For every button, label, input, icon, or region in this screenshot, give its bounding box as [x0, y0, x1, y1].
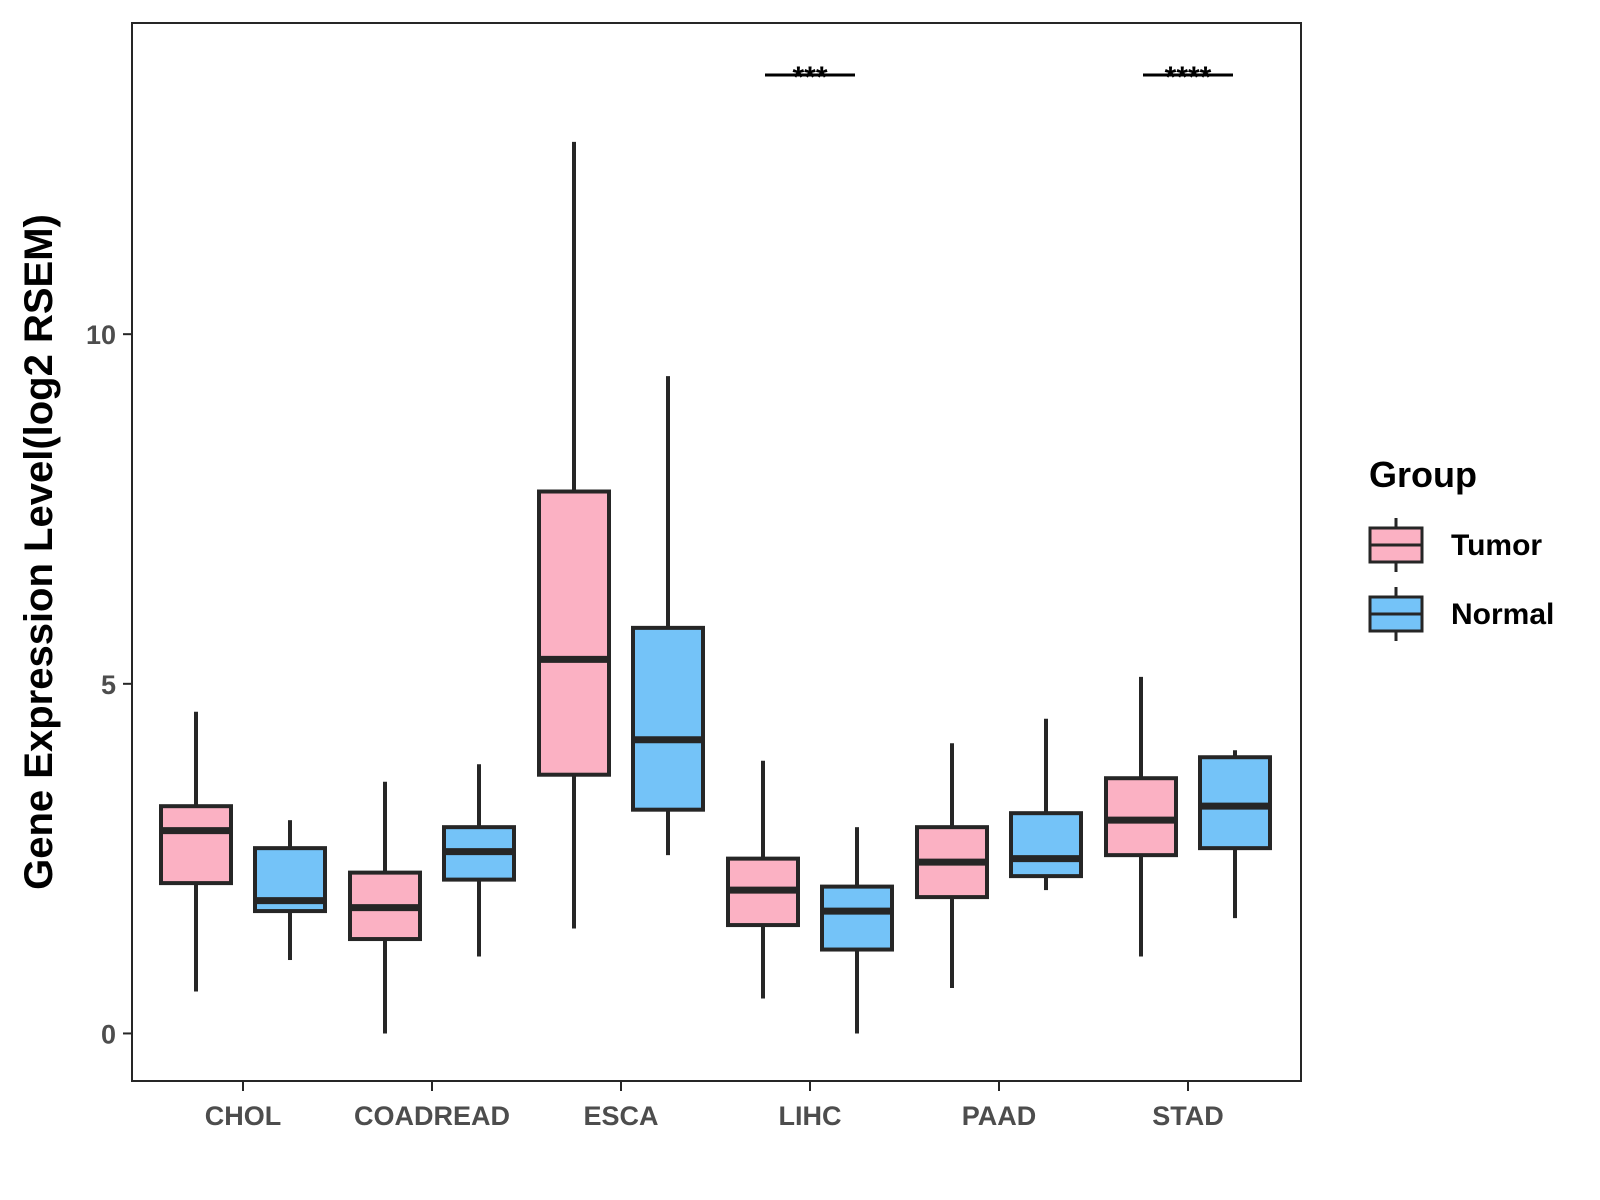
x-tick-label-esca: ESCA [583, 1101, 658, 1131]
box-iqr [631, 625, 705, 812]
y-tick-label: 5 [101, 670, 116, 700]
box-iqr [820, 884, 894, 952]
x-axis: CHOL COADREAD ESCA LIHC PAAD STAD [205, 1081, 1224, 1131]
legend-item-normal: Normal [1368, 587, 1554, 641]
y-tick-label: 10 [86, 320, 116, 350]
legend-item-tumor: Tumor [1368, 518, 1542, 572]
box-normal-chol [253, 820, 327, 961]
box-normal-stad [1198, 750, 1272, 919]
legend-label-normal: Normal [1451, 598, 1554, 631]
box-tumor-lihc [726, 760, 800, 999]
boxes-layer [159, 141, 1272, 1034]
significance-label: **** [1165, 61, 1212, 94]
box-tumor-esca [537, 141, 611, 929]
box-tumor-chol [159, 711, 233, 992]
box-normal-coadread [442, 764, 516, 957]
x-tick-label-coadread: COADREAD [354, 1101, 510, 1131]
x-tick-label-paad: PAAD [962, 1101, 1037, 1131]
legend: Group Tumor Normal [1368, 454, 1554, 641]
panel-border [131, 22, 1302, 1082]
box-normal-lihc [820, 827, 894, 1034]
legend-title: Group [1369, 454, 1477, 495]
box-tumor-coadread [348, 781, 422, 1034]
box-iqr [537, 489, 611, 777]
significance-label: *** [792, 61, 827, 94]
legend-label-tumor: Tumor [1451, 529, 1542, 562]
box-normal-paad [1009, 718, 1083, 891]
box-tumor-stad [1104, 676, 1178, 957]
x-tick-label-lihc: LIHC [779, 1101, 842, 1131]
box-iqr [1009, 811, 1083, 879]
y-axis-title: Gene Expression Level(log2 RSEM) [17, 214, 61, 890]
box-normal-esca [631, 376, 705, 856]
y-tick-label: 0 [101, 1019, 116, 1049]
box-iqr [159, 804, 233, 886]
x-tick-label-stad: STAD [1152, 1101, 1224, 1131]
box-tumor-paad [915, 743, 989, 988]
y-axis: 0 5 10 [86, 320, 132, 1049]
x-tick-label-chol: CHOL [205, 1101, 282, 1131]
significance-layer: *** **** [765, 61, 1233, 94]
